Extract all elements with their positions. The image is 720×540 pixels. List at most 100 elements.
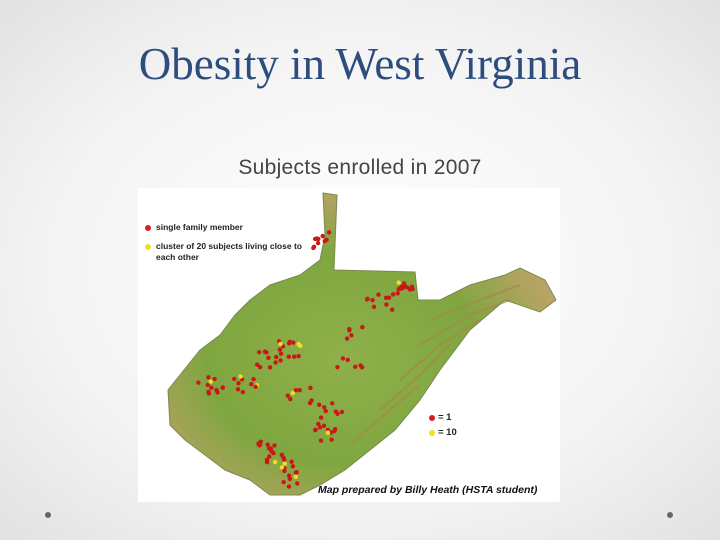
subject-dot [389,307,395,312]
subject-dot [209,385,214,390]
subject-dot [296,353,301,359]
subject-dot [255,362,260,367]
subject-dot [318,415,324,420]
key-red-dot [429,415,435,421]
subject-dot [208,379,213,384]
subject-dot [236,381,241,386]
subject-dot [253,384,258,389]
subject-dot [316,421,321,427]
subject-dot [324,237,329,242]
subject-dot [279,465,285,470]
subject-dot [330,401,335,406]
subject-dots [196,230,415,489]
subject-dot [321,405,327,410]
subject-dot [271,450,276,456]
map-credit: Map prepared by Billy Heath (HSTA studen… [318,484,538,496]
subject-dot [311,245,316,251]
subject-dot [278,341,283,347]
bullet [667,512,673,518]
ridges [349,284,521,446]
subject-dot [274,354,279,360]
subject-dot [262,349,268,354]
key-label: = 1 [438,412,452,423]
subject-dot [340,356,346,361]
subject-dot [358,363,363,368]
legend-label: cluster of 20 subjects living close to e… [156,241,302,262]
subject-dot [257,364,263,370]
subject-dot [308,385,313,391]
subject-dot [285,393,290,398]
subject-dot [196,380,201,385]
subject-dot [289,459,294,464]
key-yellow-dot [429,430,435,436]
subject-dot [349,333,354,338]
subject-dot [390,292,396,297]
subject-dot [277,347,283,352]
subject-dot [287,476,293,482]
subject-dot [315,240,321,246]
subject-dot [321,423,327,429]
subject-dot [278,351,284,356]
legend-yellow-dot [145,244,151,250]
subject-dot [212,376,217,382]
subject-dot [206,389,211,395]
subject-dot [294,470,299,475]
subject-dot [376,292,381,297]
subject-dot [396,286,401,292]
subject-dot [318,438,324,443]
legend-red-dot [145,225,151,231]
subject-dot [272,459,278,465]
subject-dot [339,409,345,415]
subject-dot [282,468,287,474]
subject-dot [266,446,272,451]
subject-dot [320,233,325,239]
subject-dot [345,357,350,363]
subject-dot [288,396,293,402]
subject-dot [335,411,340,416]
subject-dot [314,236,320,241]
subject-dot [396,280,401,285]
subject-dot [295,481,300,486]
subject-dot [287,339,292,345]
subject-dot [293,387,299,393]
subject-dot [214,387,219,393]
subject-dot [256,350,262,355]
subject-dot [371,304,377,309]
subject-dot [290,464,296,469]
subject-dot [220,385,225,391]
subject-dot [206,375,211,380]
slide-subtitle: Subjects enrolled in 2007 [238,156,482,179]
subject-dot [205,382,211,388]
subject-dot [282,461,287,466]
subject-dot [317,402,322,407]
subject-dot [384,302,389,307]
subject-dot [395,291,400,296]
subject-dot [317,425,323,430]
subject-dot [264,459,270,465]
subject-dot [291,354,297,359]
subject-dot [267,365,273,370]
subject-dot [323,408,328,414]
subject-dot [286,484,292,489]
subject-dot [266,355,271,360]
subject-dot [313,427,318,432]
subject-dot [325,430,331,435]
legend-label: single family member [156,222,243,232]
subject-dot [364,297,370,302]
subject-dot [329,437,334,442]
subject-dot [401,281,407,286]
subject-dot [293,474,299,479]
subject-dot [291,340,296,345]
subject-dot [273,360,278,365]
bullet [45,512,51,518]
subject-dot [332,427,338,432]
subject-dot [297,387,302,393]
subject-dot [278,358,283,363]
subject-dot [240,389,246,395]
subject-dot [257,442,263,448]
subject-dot [281,455,286,460]
subject-dot [383,295,389,301]
subject-dot [265,442,270,447]
subject-dot [409,284,415,290]
subject-dot [360,325,365,330]
